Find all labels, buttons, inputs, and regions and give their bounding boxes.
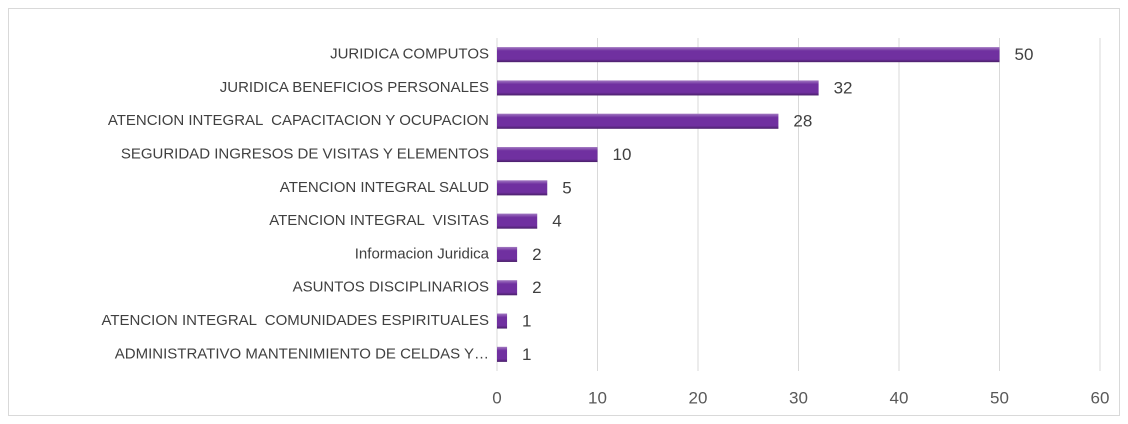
- x-tick-label: 10: [588, 388, 607, 407]
- bar-bevel: [497, 213, 538, 229]
- y-tick-label: Informacion Juridica: [355, 245, 490, 262]
- y-tick-label: ATENCION INTEGRAL VISITAS: [269, 212, 489, 229]
- data-label: 5: [562, 178, 571, 197]
- data-label: 2: [532, 278, 541, 297]
- chart-border: [8, 8, 1120, 416]
- data-label: 4: [552, 212, 561, 231]
- y-tick-label: SEGURIDAD INGRESOS DE VISITAS Y ELEMENTO…: [121, 146, 489, 163]
- data-label: 32: [834, 78, 853, 97]
- data-label: 1: [522, 345, 531, 364]
- bar-bevel: [497, 346, 508, 362]
- y-tick-label: JURIDICA COMPUTOS: [330, 46, 489, 63]
- x-tick-label: 20: [689, 388, 708, 407]
- data-label: 50: [1015, 45, 1034, 64]
- x-tick-label: 50: [990, 388, 1009, 407]
- y-tick-label: ADMINISTRATIVO MANTENIMIENTO DE CELDAS Y…: [115, 345, 489, 362]
- bar-bevel: [497, 313, 508, 329]
- x-tick-label: 60: [1091, 388, 1110, 407]
- bar-bevel: [497, 113, 779, 129]
- y-tick-label: JURIDICA BENEFICIOS PERSONALES: [220, 79, 489, 96]
- x-tick-label: 30: [789, 388, 808, 407]
- x-tick-label: 40: [890, 388, 909, 407]
- y-tick-label: ATENCION INTEGRAL SALUD: [280, 179, 489, 196]
- bar-bevel: [497, 246, 518, 262]
- y-tick-label: ATENCION INTEGRAL CAPACITACION Y OCUPACI…: [108, 112, 489, 129]
- bar-bevel: [497, 280, 518, 296]
- bar-bevel: [497, 47, 1000, 63]
- bar-bevel: [497, 80, 819, 96]
- data-label: 28: [793, 112, 812, 131]
- y-tick-label: ATENCION INTEGRAL COMUNIDADES ESPIRITUAL…: [101, 312, 489, 329]
- data-label: 1: [522, 312, 531, 331]
- x-tick-label: 0: [492, 388, 501, 407]
- y-tick-label: ASUNTOS DISCIPLINARIOS: [293, 279, 489, 296]
- bar-bevel: [497, 180, 548, 196]
- bar-bevel: [497, 147, 598, 163]
- data-label: 2: [532, 245, 541, 264]
- data-label: 10: [613, 145, 632, 164]
